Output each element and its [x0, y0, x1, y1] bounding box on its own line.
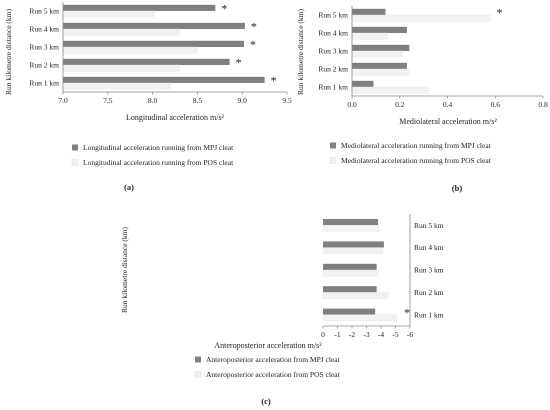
chart-c-bar-pos-4 — [322, 247, 383, 255]
chart-b-legend-label-pos: Mediolateral acceleration running from P… — [341, 156, 492, 165]
chart-b-legend-label-mpj: Mediolateral acceleration running from M… — [341, 141, 492, 150]
chart-b-legend-swatch-mpj — [330, 142, 336, 149]
chart-a-significance-star: * — [251, 20, 257, 34]
chart-b-bar-mpj-3 — [352, 44, 410, 51]
chart-a-x-axis-label: Longitudinal acceleration m/s² — [126, 113, 225, 122]
chart-b-x-axis-label: Mediolateral acceleration m/s² — [399, 117, 497, 126]
chart-a-bar-mpj-3 — [63, 40, 244, 47]
chart-c-x-tick-label: -5 — [392, 330, 398, 339]
chart-b-bar-mpj-5 — [352, 8, 386, 15]
chart-a-x-tick-label: 8.0 — [148, 96, 158, 105]
chart-a-significance-star: * — [250, 38, 256, 52]
chart-c-bar-mpj-5 — [323, 219, 379, 226]
chart-b-panel-label: (b) — [452, 183, 463, 193]
chart-c-x-tick-label: -1 — [334, 330, 340, 339]
chart-a-category-label: Run 2 km — [29, 61, 59, 70]
chart-a-legend-swatch-pos — [71, 159, 79, 166]
chart-c-panel-label: (c) — [261, 396, 271, 406]
chart-c-bar-mpj-1 — [323, 308, 376, 315]
chart-b-category-label: Run 3 km — [318, 47, 348, 56]
chart-c-category-label: Run 4 km — [414, 243, 444, 252]
chart-c-bar-mpj-2 — [323, 286, 377, 293]
chart-b-x-tick-label: 0.4 — [443, 100, 453, 109]
chart-a-bar-pos-2 — [62, 64, 180, 72]
chart-a-legend-label-mpj: Longitudinal acceleration running from M… — [83, 143, 234, 152]
chart-b-bar-mpj-1 — [352, 80, 374, 87]
chart-b-bar-pos-2 — [351, 68, 410, 76]
chart-a-category-label: Run 5 km — [29, 7, 59, 16]
chart-b-bar-pos-5 — [351, 14, 491, 22]
chart-a-bar-mpj-5 — [63, 4, 216, 11]
chart-b-category-label: Run 4 km — [318, 29, 348, 38]
chart-b-y-axis-label: Run kilometre distance (km) — [296, 8, 305, 95]
chart-b-bar-pos-4 — [351, 32, 389, 40]
chart-a-category-label: Run 3 km — [29, 43, 59, 52]
chart-a-legend-swatch-mpj — [72, 144, 78, 151]
chart-c-x-tick-label: -3 — [363, 330, 369, 339]
chart-b-x-tick-label: 0.8 — [538, 100, 548, 109]
chart-a-legend-label-pos: Longitudinal acceleration running from P… — [83, 158, 234, 167]
chart-a-bar-mpj-1 — [63, 76, 265, 83]
chart-a-x-tick-label: 8.5 — [193, 96, 203, 105]
chart-a-bar-pos-5 — [62, 10, 155, 18]
chart-c-x-tick-label: -4 — [378, 330, 384, 339]
chart-c-x-tick-label: -2 — [349, 330, 355, 339]
chart-c-category-label: Run 5 km — [414, 221, 444, 230]
chart-a-panel-label: (a) — [124, 182, 134, 192]
chart-a-significance-star: * — [271, 74, 277, 88]
chart-c-bar-pos-5 — [322, 224, 380, 232]
chart-b-bar-pos-3 — [351, 50, 403, 58]
chart-b-bar-pos-1 — [351, 86, 429, 94]
chart-b-x-tick-label: 0.0 — [347, 100, 357, 109]
chart-a-category-label: Run 1 km — [29, 79, 59, 88]
chart-c-bar-mpj-3 — [323, 263, 377, 270]
chart-c-legend-swatch-pos — [194, 371, 202, 378]
chart-c-legend-swatch-mpj — [195, 356, 201, 363]
chart-c-category-label: Run 3 km — [414, 266, 444, 275]
chart-c-y-axis-label: Run kilometre distance (km) — [120, 226, 129, 313]
chart-c-bar-mpj-4 — [323, 241, 384, 248]
chart-b-significance-star: * — [496, 6, 502, 20]
chart-c-significance-star: * — [404, 305, 410, 319]
chart-a-bar-pos-4 — [62, 28, 180, 36]
chart-b-category-label: Run 2 km — [318, 65, 348, 74]
chart-c-legend-label-pos: Anteroposterior acceleration from POS cl… — [206, 370, 341, 379]
chart-c-x-tick-label: -6 — [407, 330, 413, 339]
chart-a-category-label: Run 4 km — [29, 25, 59, 34]
chart-b-category-label: Run 5 km — [318, 11, 348, 20]
chart-a-y-axis-label: Run kilometre distance (km) — [4, 8, 13, 95]
chart-c-category-label: Run 2 km — [414, 288, 444, 297]
chart-c-x-axis-label: Anteroposterior acceleration m/s² — [214, 341, 322, 350]
chart-a-bar-pos-1 — [62, 82, 171, 90]
chart-a-bar-mpj-2 — [63, 58, 230, 65]
chart-c-bar-pos-1 — [322, 314, 398, 322]
chart-c-bar-pos-2 — [322, 292, 389, 299]
chart-a-x-tick-label: 7.0 — [58, 96, 68, 105]
chart-a-x-tick-label: 9.0 — [238, 96, 248, 105]
chart-b-x-tick-label: 0.2 — [395, 100, 405, 109]
chart-a-x-tick-label: 7.5 — [103, 96, 113, 105]
chart-b-category-label: Run 1 km — [318, 83, 348, 92]
chart-a-significance-star: * — [236, 56, 242, 70]
chart-c-x-tick-label: 0 — [321, 330, 325, 339]
chart-b-bar-mpj-2 — [352, 62, 407, 69]
chart-a-x-tick-label: 9.5 — [282, 96, 292, 105]
chart-a-bar-mpj-4 — [63, 22, 245, 29]
chart-a-bar-pos-3 — [62, 46, 198, 54]
chart-c-category-label: Run 1 km — [414, 310, 444, 319]
chart-b-x-tick-label: 0.6 — [491, 100, 501, 109]
chart-c-bar-pos-3 — [322, 269, 379, 277]
chart-b-bar-mpj-4 — [352, 26, 407, 33]
chart-b-legend-swatch-pos — [329, 157, 337, 164]
chart-c-legend-label-mpj: Anteroposterior acceleration from MPJ cl… — [206, 355, 341, 364]
chart-a-significance-star: * — [221, 2, 227, 16]
